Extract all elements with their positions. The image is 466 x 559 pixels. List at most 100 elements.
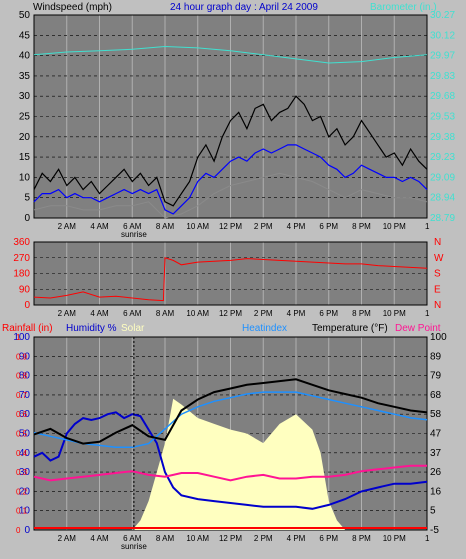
x-tick-label: 2 AM	[58, 309, 77, 318]
y2-tick-label: 47	[430, 429, 442, 440]
rain-tick-label: 0.9	[16, 352, 28, 361]
chart-title: 24 hour graph day : April 24 2009	[170, 2, 318, 13]
rain-tick-label: 0	[16, 526, 21, 535]
rain-tick-label: 0.5	[16, 430, 28, 439]
y2-tick-label: 100	[430, 332, 447, 343]
y2-tick-label: 16	[430, 486, 442, 497]
x-tick-label-end: 1	[425, 222, 430, 231]
y-tick-label: 15	[19, 152, 31, 163]
x-tick-label: 10 PM	[383, 309, 406, 318]
y-tick-label: 20	[19, 486, 31, 497]
x-tick-label: 4 PM	[287, 534, 306, 543]
x-tick-label: 6 PM	[319, 309, 338, 318]
x-tick-label-end: 1	[425, 309, 430, 318]
x-tick-label: 8 AM	[156, 534, 175, 543]
y-tick-label: 90	[19, 351, 31, 362]
wind_avg-line	[33, 144, 428, 215]
rain-tick-label: 1	[16, 333, 21, 342]
y2-tick-label: 29.83	[430, 71, 455, 82]
legend-humidity: Humidity %	[66, 323, 117, 334]
x-tick-label: 2 AM	[58, 534, 77, 543]
y2-tick-label: N	[434, 237, 441, 248]
y2-tick-label: 68	[430, 390, 442, 401]
legend-temperature: Temperature (°F)	[312, 323, 388, 334]
y2-tick-label: 30.27	[430, 10, 455, 21]
y-tick-label: 60	[19, 409, 31, 420]
y2-tick-label: E	[434, 284, 441, 295]
legend-rainfall: Rainfall (in)	[2, 323, 53, 334]
windspeed-axis-title: Windspeed (mph)	[33, 2, 112, 13]
x-tick-label: 12 PM	[219, 534, 242, 543]
y2-tick-label: 29.38	[430, 132, 455, 143]
y-tick-label: 5	[24, 193, 30, 204]
rain-tick-label: 0.2	[16, 487, 28, 496]
y2-tick-label: 5	[430, 506, 436, 517]
y-tick-label: 10	[19, 172, 31, 183]
heatindex-line	[33, 391, 428, 449]
x-tick-label: 4 PM	[287, 222, 306, 231]
x-tick-label: 2 PM	[254, 222, 273, 231]
y-tick-label: 40	[19, 448, 31, 459]
y2-tick-label: N	[434, 300, 441, 311]
direction-line	[33, 257, 428, 302]
rain-tick-label: 0.1	[16, 507, 28, 516]
x-tick-label: 12 PM	[219, 309, 242, 318]
x-tick-label: 6 AM	[123, 309, 142, 318]
y-tick-label: 0	[24, 213, 30, 224]
barometer-axis-title: Barometer (in.)	[370, 2, 437, 13]
x-tick-label: 10 AM	[186, 222, 209, 231]
y-tick-label: 90	[19, 284, 31, 295]
x-tick-label: 6 AM	[123, 222, 142, 231]
x-tick-label: 6 PM	[319, 222, 338, 231]
barometer-line	[33, 45, 428, 64]
x-tick-label: 8 AM	[156, 222, 175, 231]
y2-tick-label: -5	[430, 525, 439, 536]
y2-tick-label: 29.09	[430, 172, 455, 183]
plot-frame	[33, 14, 428, 219]
rain-tick-label: 0.6	[16, 410, 28, 419]
y-tick-label: 0	[24, 300, 30, 311]
x-tick-label: 4 PM	[287, 309, 306, 318]
y2-tick-label: 26	[430, 467, 442, 478]
y-tick-label: 30	[19, 467, 31, 478]
rain-tick-label: 0.4	[16, 449, 28, 458]
y2-tick-label: 58	[430, 409, 442, 420]
y-tick-label: 50	[19, 10, 31, 21]
x-tick-label: 4 AM	[90, 222, 109, 231]
x-tick-label: 10 PM	[383, 222, 406, 231]
x-tick-label: 8 PM	[352, 222, 371, 231]
x-tick-label: 4 AM	[90, 534, 109, 543]
y-tick-label: 30	[19, 91, 31, 102]
y2-tick-label: 29.53	[430, 112, 455, 123]
y2-tick-label: 28.79	[430, 213, 455, 224]
y2-tick-label: 37	[430, 448, 442, 459]
y2-tick-label: 89	[430, 351, 442, 362]
y2-tick-label: 29.97	[430, 51, 455, 62]
legend-heatindex: Heatindex	[242, 323, 287, 334]
y-tick-label: 10	[19, 506, 31, 517]
humidity-line	[33, 411, 428, 510]
y-tick-label: 70	[19, 390, 31, 401]
x-tick-label-end: 1	[425, 534, 430, 543]
x-tick-label: 6 AM	[123, 534, 142, 543]
x-tick-label: 2 PM	[254, 534, 273, 543]
x-tick-label: 10 AM	[186, 534, 209, 543]
y-tick-label: 20	[19, 132, 31, 143]
x-tick-label: 10 AM	[186, 309, 209, 318]
x-tick-label: 12 PM	[219, 222, 242, 231]
wind_low-line	[33, 172, 428, 219]
x-tick-label: 8 PM	[352, 309, 371, 318]
sunrise-label: sunrise	[121, 542, 147, 551]
dewpoint-line	[33, 464, 427, 482]
rain-tick-label: 0.7	[16, 391, 28, 400]
y-tick-label: 270	[13, 253, 30, 264]
x-tick-label: 8 PM	[352, 534, 371, 543]
y-tick-label: 180	[13, 269, 30, 280]
y2-tick-label: W	[434, 253, 444, 264]
plot-frame	[33, 241, 428, 306]
y2-tick-label: 29.23	[430, 152, 455, 163]
wind_gust-line	[33, 95, 428, 207]
x-tick-label: 2 AM	[58, 222, 77, 231]
legend-dewpoint: Dew Point	[395, 323, 441, 334]
